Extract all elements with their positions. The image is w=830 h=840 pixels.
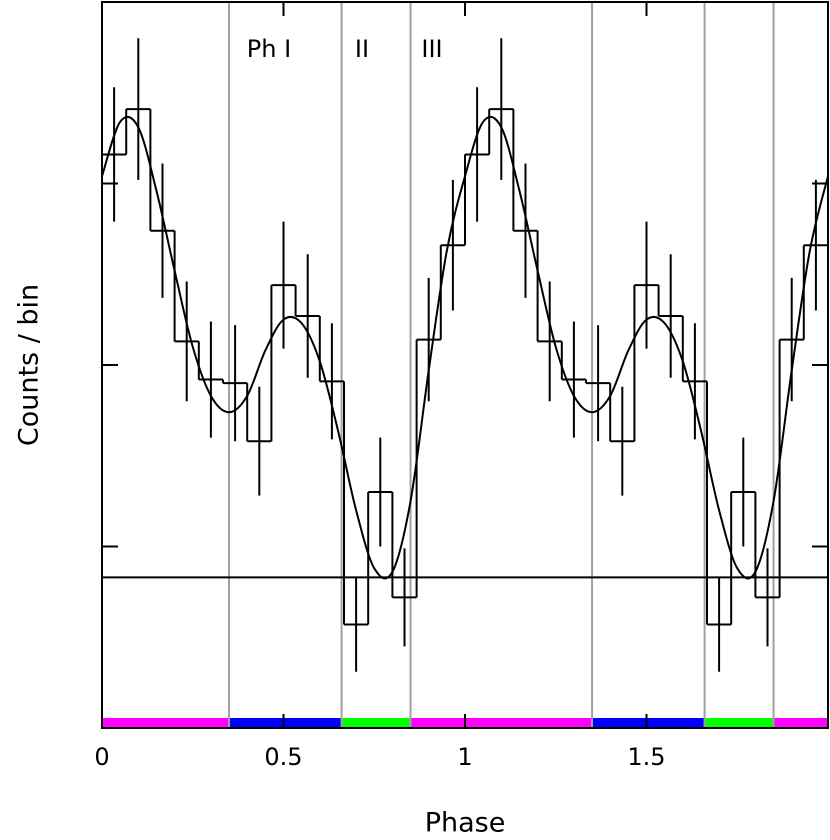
phase-band	[229, 718, 342, 728]
phase-annotation: III	[421, 35, 442, 63]
fit-curve	[101, 115, 829, 580]
phase-annotation: II	[355, 35, 369, 63]
phase-band	[102, 718, 230, 728]
x-tick-label: 0.5	[264, 743, 302, 771]
x-tick-label: 0	[94, 743, 109, 771]
phase-band	[773, 718, 828, 728]
phase-band	[341, 718, 411, 728]
x-tick-label: 1	[457, 743, 472, 771]
phase-annotation: Ph I	[247, 35, 291, 63]
x-tick-label: 1.5	[627, 743, 665, 771]
phase-band	[592, 718, 705, 728]
y-axis-label: Counts / bin	[14, 284, 45, 446]
phase-band	[704, 718, 774, 728]
phase-band	[410, 718, 593, 728]
x-axis-label: Phase	[425, 808, 506, 839]
